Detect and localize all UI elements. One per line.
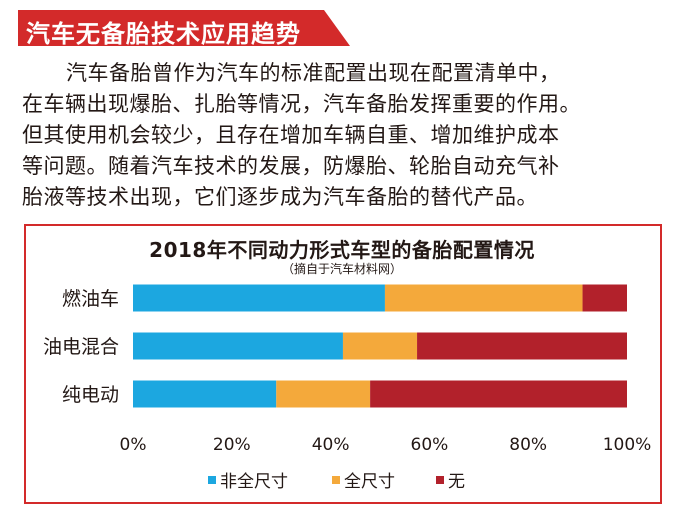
bar-segment-3-row-3 <box>370 380 627 408</box>
bar-segment-3-row-1 <box>582 284 627 312</box>
x-tick-label: 60% <box>411 435 449 455</box>
category-label: 燃油车 <box>62 288 119 310</box>
category-label: 油电混合 <box>43 336 119 358</box>
paragraph-line: 在车辆出现爆胎、扎胎等情况，汽车备胎发挥重要的作用。 <box>22 92 581 116</box>
x-tick-label: 0% <box>120 435 147 455</box>
bar-segment-3-row-2 <box>417 332 627 360</box>
legend-label: 全尺寸 <box>344 472 395 492</box>
x-tick-label: 20% <box>213 435 251 455</box>
paragraph-line: 等问题。随着汽车技术的发展，防爆胎、轮胎自动充气补 <box>22 154 560 178</box>
bar-segment-2-row-2 <box>342 332 418 360</box>
x-tick-label: 80% <box>509 435 547 455</box>
chart-title: 2018年不同动力形式车型的备胎配置情况 <box>149 238 535 262</box>
x-tick-label: 40% <box>312 435 350 455</box>
section-header: 汽车无备胎技术应用趋势 <box>18 10 350 48</box>
bar-segment-1-row-1 <box>133 284 385 312</box>
category-label: 纯电动 <box>62 384 119 406</box>
paragraph-line: 但其使用机会较少，且存在增加车辆自重、增加维护成本 <box>22 123 560 147</box>
legend-swatch <box>436 476 444 484</box>
bar-segment-2-row-3 <box>276 380 371 408</box>
paragraph-line: 汽车备胎曾作为汽车的标准配置出现在配置清单中， <box>66 61 561 85</box>
x-tick-label: 100% <box>603 435 652 455</box>
chart-subtitle: （摘自于汽车材料网） <box>281 262 402 276</box>
legend-label: 非全尺寸 <box>220 472 288 492</box>
bar-segment-1-row-2 <box>133 332 343 360</box>
section-title: 汽车无备胎技术应用趋势 <box>26 20 301 48</box>
bar-segment-2-row-1 <box>384 284 583 312</box>
legend-swatch <box>208 476 216 484</box>
bar-segment-1-row-3 <box>133 380 277 408</box>
intro-paragraph: 汽车备胎曾作为汽车的标准配置出现在配置清单中， 在车辆出现爆胎、扎胎等情况，汽车… <box>22 58 672 213</box>
chart-frame <box>24 224 662 504</box>
legend-label: 无 <box>448 472 465 492</box>
paragraph-line: 胎液等技术出现，它们逐步成为汽车备胎的替代产品。 <box>22 185 538 209</box>
legend-swatch <box>332 476 340 484</box>
section-header-banner <box>18 10 350 46</box>
